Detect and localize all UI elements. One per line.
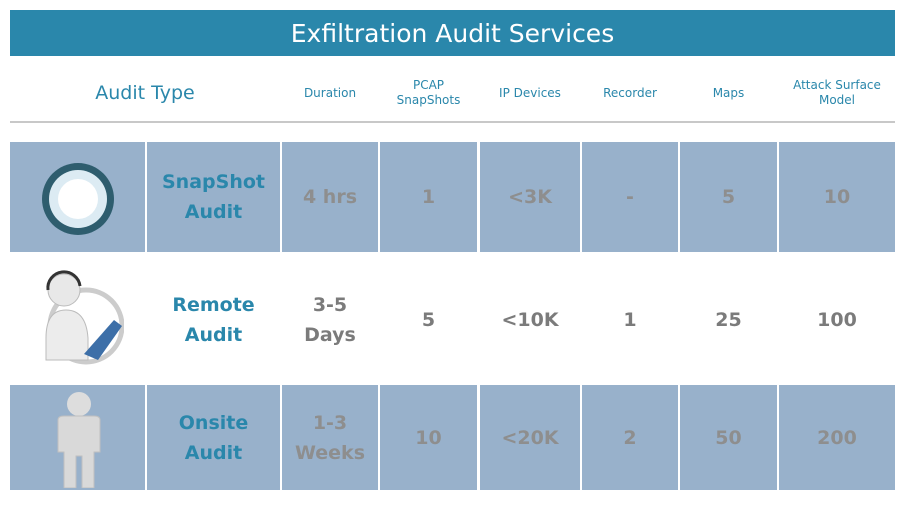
ip-devices: <3K bbox=[508, 182, 552, 212]
duration-line: Weeks bbox=[295, 438, 365, 468]
pcap: 10 bbox=[415, 423, 441, 453]
title-bar: Exfiltration Audit Services bbox=[10, 10, 895, 56]
table-cell: <20K bbox=[480, 385, 580, 490]
table-cell: 4 hrs bbox=[282, 142, 378, 252]
attack-surface: 200 bbox=[817, 423, 857, 453]
maps: 25 bbox=[715, 305, 741, 335]
column-header: IP Devices bbox=[480, 68, 580, 118]
table-cell: 50 bbox=[680, 385, 777, 490]
table-cell: 10 bbox=[779, 142, 895, 252]
name-line: Audit bbox=[185, 438, 242, 468]
column-header: Recorder bbox=[582, 68, 678, 118]
snapshot-icon bbox=[38, 159, 118, 239]
attack-surface: 10 bbox=[824, 182, 850, 212]
header-line: PCAP bbox=[413, 78, 444, 93]
table-cell: 5 bbox=[680, 142, 777, 252]
name-line: Remote bbox=[172, 290, 254, 320]
duration-line: 1-3 bbox=[313, 408, 347, 438]
ip-devices: <20K bbox=[501, 423, 558, 453]
attack-surface: 100 bbox=[817, 305, 857, 335]
duration-line: 3-5 bbox=[313, 290, 347, 320]
header-line: Attack Surface bbox=[793, 78, 881, 93]
onsite-icon bbox=[52, 390, 106, 488]
header-line: Maps bbox=[713, 86, 745, 101]
header-line: Audit Type bbox=[95, 86, 195, 101]
table-cell: 2 bbox=[582, 385, 678, 490]
pcap: 1 bbox=[422, 182, 435, 212]
recorder: 1 bbox=[623, 305, 636, 335]
name-line: SnapShot bbox=[162, 167, 265, 197]
name-line: Audit bbox=[185, 197, 242, 227]
table-cell: 5 bbox=[380, 265, 477, 375]
header-line: Recorder bbox=[603, 86, 657, 101]
header-line: Model bbox=[819, 93, 855, 108]
page: {"header": {"title": "Exfiltration Audit… bbox=[0, 0, 905, 508]
column-header: Audit Type bbox=[10, 68, 280, 118]
recorder: - bbox=[626, 182, 634, 212]
table-cell: - bbox=[582, 142, 678, 252]
maps: 50 bbox=[715, 423, 741, 453]
table-cell: 1 bbox=[380, 142, 477, 252]
column-header: Maps bbox=[680, 68, 777, 118]
maps: 5 bbox=[722, 182, 735, 212]
header-line: Duration bbox=[304, 86, 356, 101]
table-cell: 10 bbox=[380, 385, 477, 490]
table-cell: <3K bbox=[480, 142, 580, 252]
pcap: 5 bbox=[422, 305, 435, 335]
table-cell: <10K bbox=[480, 265, 580, 375]
header-line: SnapShots bbox=[397, 93, 461, 108]
name-line: Audit bbox=[185, 320, 242, 350]
column-header: Duration bbox=[282, 68, 378, 118]
table-cell: 100 bbox=[779, 265, 895, 375]
title: Exfiltration Audit Services bbox=[291, 19, 614, 48]
ip-devices: <10K bbox=[501, 305, 558, 335]
remote-icon bbox=[36, 268, 124, 368]
recorder: 2 bbox=[623, 423, 636, 453]
duration-line: Days bbox=[304, 320, 356, 350]
duration-line: 4 hrs bbox=[303, 182, 357, 212]
name-line: Onsite bbox=[179, 408, 248, 438]
table-cell: 1 bbox=[582, 265, 678, 375]
table-cell: 25 bbox=[680, 265, 777, 375]
table-cell: 200 bbox=[779, 385, 895, 490]
divider bbox=[10, 121, 895, 123]
header-line: IP Devices bbox=[499, 86, 561, 101]
